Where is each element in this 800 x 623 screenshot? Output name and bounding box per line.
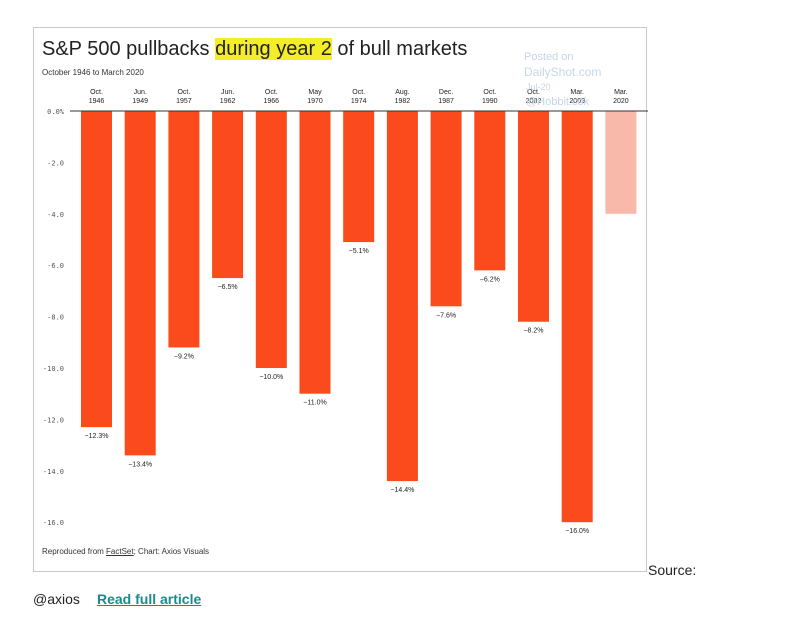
source-label: Source: <box>648 562 697 578</box>
data-label: −6.2% <box>480 276 500 283</box>
y-tick-label: -4.0 <box>47 211 64 219</box>
read-full-article-link[interactable]: Read full article <box>97 591 202 607</box>
data-label: −9.2% <box>174 353 194 360</box>
x-tick-label-year: 1990 <box>482 98 498 105</box>
bar <box>124 111 156 456</box>
data-label: −10.0% <box>259 374 283 381</box>
x-tick-label-month: Mar. <box>614 89 628 96</box>
axios-handle: @axios <box>33 591 80 607</box>
bar <box>561 111 593 523</box>
bar <box>212 111 244 279</box>
watermark-line-3: Jul-20 <box>526 82 551 92</box>
bar <box>81 111 112 428</box>
watermark-line-4: @Hobbit.cok <box>526 96 590 108</box>
x-tick-label-month: Oct. <box>265 89 278 96</box>
bar <box>343 111 375 243</box>
bar <box>255 111 287 368</box>
x-tick-label-month: Oct. <box>90 89 103 96</box>
credit-suffix: ; Chart: Axios Visuals <box>133 547 210 556</box>
title-part-1: S&P 500 pullbacks <box>42 38 216 60</box>
x-tick-label-month: Oct. <box>483 89 496 96</box>
title-part-3: of bull markets <box>331 38 468 60</box>
y-tick-label: -14.0 <box>43 468 64 476</box>
data-label: −5.1% <box>349 248 369 255</box>
bar <box>168 111 200 348</box>
x-tick-label-year: 1949 <box>132 98 148 105</box>
watermark: Posted on DailyShot.com Jul-20 @Hobbit.c… <box>524 50 601 110</box>
x-tick-label-year: 1946 <box>89 98 105 105</box>
bar-chart: 0.0% -2.0 -4.0 -6.0 -8.0 -10.0 -12.0 -14.0 -16.0… <box>43 89 648 535</box>
data-label: −12.3% <box>85 433 109 440</box>
data-label: −7.6% <box>436 312 456 319</box>
credit-prefix: Reproduced from <box>42 547 107 556</box>
x-tick-label-month: Dec. <box>439 89 453 96</box>
chart-subtitle: October 1946 to March 2020 <box>42 68 144 77</box>
watermark-line-2: DailyShot.com <box>524 65 602 79</box>
bar <box>386 111 418 482</box>
x-tick-label-year: 1982 <box>395 98 411 105</box>
x-tick-label-month: Aug. <box>395 89 409 96</box>
x-tick-label-year: 2020 <box>613 98 629 105</box>
y-tick-label: -8.0 <box>47 314 64 322</box>
x-tick-label-month: Jun. <box>221 89 234 96</box>
x-tick-label-year: 1957 <box>176 98 192 105</box>
bar <box>430 111 462 307</box>
x-tick-label-year: 2009 <box>569 98 585 105</box>
x-tick-label-year: 1974 <box>351 98 367 105</box>
watermark-line-1: Posted on <box>524 51 574 63</box>
x-tick-label-year: 1966 <box>264 98 280 105</box>
title-highlight: during year 2 <box>215 38 332 60</box>
y-tick-label: -10.0 <box>43 365 64 373</box>
bar <box>518 111 549 322</box>
x-tick-label-month: Oct. <box>177 89 190 96</box>
data-label: −11.0% <box>303 400 326 407</box>
y-tick-label: -2.0 <box>47 159 64 167</box>
x-tick-label-year: 2002 <box>526 98 542 105</box>
x-tick-label-month: Oct. <box>352 89 365 96</box>
chart-title: S&P 500 pullbacks during year 2 of bull … <box>42 38 467 61</box>
x-tick-label-year: 1987 <box>438 98 454 105</box>
data-label: −8.2% <box>523 328 543 335</box>
y-tick-label: -12.0 <box>43 416 64 424</box>
y-tick-label: -6.0 <box>47 262 64 270</box>
credit-source-name: FactSet <box>106 547 134 556</box>
data-label: −6.5% <box>218 284 238 291</box>
x-tick-label-month: Mar. <box>570 89 584 96</box>
source-credit: Reproduced from FactSet; Chart: Axios Vi… <box>42 547 209 556</box>
x-tick-label-month: Oct. <box>527 89 540 96</box>
bar <box>605 111 637 214</box>
x-tick-label-month: Jun. <box>134 89 147 96</box>
y-tick-label: 0.0% <box>47 108 65 116</box>
x-tick-label-year: 1962 <box>220 98 236 105</box>
chart-card: S&P 500 pullbacks during year 2 of bull … <box>33 27 648 572</box>
data-label: −14.4% <box>390 487 414 494</box>
bar <box>299 111 331 394</box>
y-tick-label: -16.0 <box>43 519 64 527</box>
x-tick-label-year: 1970 <box>307 98 323 105</box>
bar <box>474 111 506 271</box>
data-label: −16.0% <box>565 528 589 535</box>
x-tick-label-month: May <box>308 89 322 96</box>
data-label: −13.4% <box>128 461 152 468</box>
